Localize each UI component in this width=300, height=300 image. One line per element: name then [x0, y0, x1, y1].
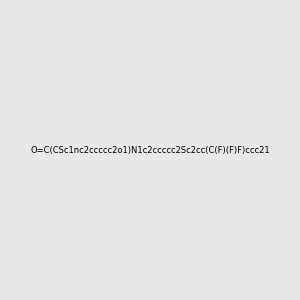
Text: O=C(CSc1nc2ccccc2o1)N1c2ccccc2Sc2cc(C(F)(F)F)ccc21: O=C(CSc1nc2ccccc2o1)N1c2ccccc2Sc2cc(C(F)…	[30, 146, 270, 154]
